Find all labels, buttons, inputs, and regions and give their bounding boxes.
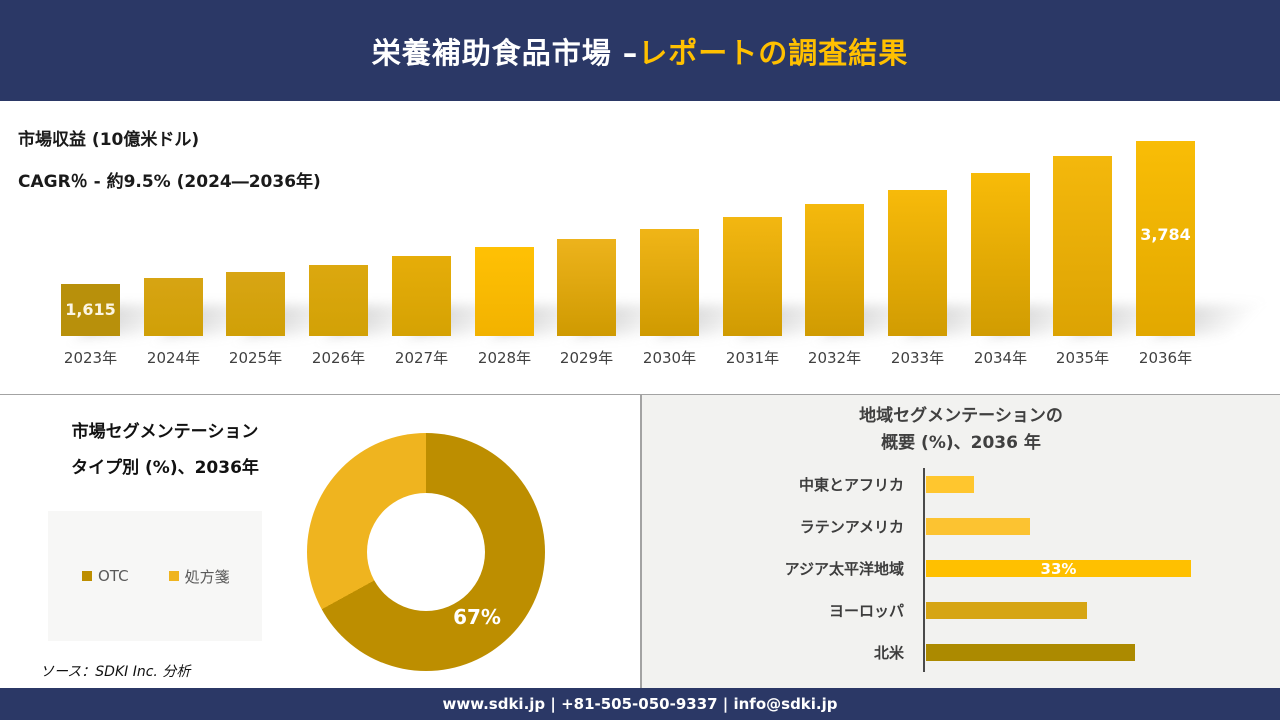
x-axis-year-label: 2028年: [477, 349, 532, 367]
page-title-white: 栄養補助食品市場 –: [371, 35, 639, 70]
x-axis-year-label: 2030年: [642, 349, 697, 367]
column-bar-2026年: [309, 265, 368, 336]
x-axis-year-label: 2025年: [228, 349, 283, 367]
column-bar-2034年: [971, 173, 1030, 336]
region-bar-4: [926, 644, 1135, 661]
column-bar-2028年: [475, 247, 534, 336]
donut-hole: [367, 493, 485, 611]
region-segmentation-panel: 地域セグメンテーションの 概要 (%)、2036 年 中東とアフリカ ラテンアメリ…: [642, 395, 1280, 688]
chart-title-revenue: 市場収益 (10億米ドル): [18, 130, 200, 150]
region-label-0: 中東とアフリカ: [798, 476, 904, 494]
source-note: ソース：SDKI Inc. 分析: [40, 664, 191, 680]
x-axis-year-label: 2031年: [725, 349, 780, 367]
region-label-2: アジア太平洋地域: [784, 560, 904, 578]
column-bar-2027年: [392, 256, 451, 336]
legend-item-prescription: 処方箋: [168, 566, 230, 587]
column-bar-2024年: [144, 278, 203, 336]
column-bar-2036年: [1136, 141, 1195, 336]
x-axis-year-label: 2034年: [973, 349, 1028, 367]
region-axis-line: [923, 468, 925, 672]
region-title-line1: 地域セグメンテーションの: [859, 406, 1063, 426]
region-bar-0: [926, 476, 974, 493]
donut-percent-label: 67%: [453, 605, 501, 629]
vertical-divider: [640, 395, 642, 688]
x-axis-year-label: 2032年: [807, 349, 862, 367]
column-bar-2032年: [805, 204, 864, 336]
page-title: 栄養補助食品市場 –レポートの調査結果: [372, 30, 909, 72]
column-bar-2030年: [640, 229, 699, 336]
x-axis-year-label: 2024年: [146, 349, 201, 367]
bar-value-label: 3,784: [1140, 225, 1191, 244]
page-title-yellow: レポートの調査結果: [638, 35, 909, 70]
legend-item-otc: OTC: [82, 567, 129, 585]
legend-label-otc: OTC: [98, 567, 129, 585]
region-label-3: ヨーロッパ: [828, 602, 904, 620]
x-axis-year-label: 2023年: [63, 349, 118, 367]
donut-chart: 67%: [307, 433, 545, 671]
footer-bar: www.sdki.jp | +81-505-050-9337 | info@sd…: [0, 688, 1280, 720]
column-bar-2025年: [226, 272, 285, 336]
column-bar-2033年: [888, 190, 947, 336]
chart-subtitle-cagr: CAGR％ - 約9.5% (2024―2036年): [18, 172, 321, 192]
region-title: 地域セグメンテーションの 概要 (%)、2036 年: [642, 403, 1280, 457]
region-bar-2: 33%: [926, 559, 1191, 578]
x-axis-year-label: 2026年: [311, 349, 366, 367]
revenue-column-chart: 市場収益 (10億米ドル) CAGR％ - 約9.5% (2024―2036年)…: [0, 101, 1280, 394]
column-bar-2035年: [1053, 156, 1112, 336]
region-label-4: 北米: [873, 644, 904, 662]
region-bar-3: [926, 602, 1087, 619]
type-segmentation-panel: 市場セグメンテーション タイプ別 (%)、2036年 OTC 処方箋 67% ソ…: [0, 395, 640, 688]
donut-legend: OTC 処方箋: [48, 511, 262, 641]
x-axis-year-label: 2029年: [559, 349, 614, 367]
donut-title-line2: タイプ別 (%)、2036年: [71, 458, 259, 478]
region-label-1: ラテンアメリカ: [799, 518, 904, 536]
region-bar-value-label: 33%: [1040, 559, 1077, 578]
region-bar-1: [926, 518, 1030, 535]
legend-label-prescription: 処方箋: [184, 567, 230, 586]
footer-contact-text: www.sdki.jp | +81-505-050-9337 | info@sd…: [442, 695, 838, 713]
x-axis-year-label: 2036年: [1138, 349, 1193, 367]
x-axis-year-label: 2035年: [1055, 349, 1110, 367]
header-banner: 栄養補助食品市場 –レポートの調査結果: [0, 0, 1280, 101]
otc-swatch-icon: [82, 571, 92, 581]
x-axis-year-label: 2033年: [890, 349, 945, 367]
column-bar-2031年: [723, 217, 782, 336]
region-title-line2: 概要 (%)、2036 年: [881, 433, 1041, 453]
column-bar-2029年: [557, 239, 616, 336]
bar-value-label: 1,615: [65, 300, 116, 319]
prescription-swatch-icon: [168, 571, 179, 581]
x-axis-year-label: 2027年: [394, 349, 449, 367]
column-bar-2023年: [61, 284, 120, 336]
donut-title-line1: 市場セグメンテーション: [71, 422, 259, 442]
